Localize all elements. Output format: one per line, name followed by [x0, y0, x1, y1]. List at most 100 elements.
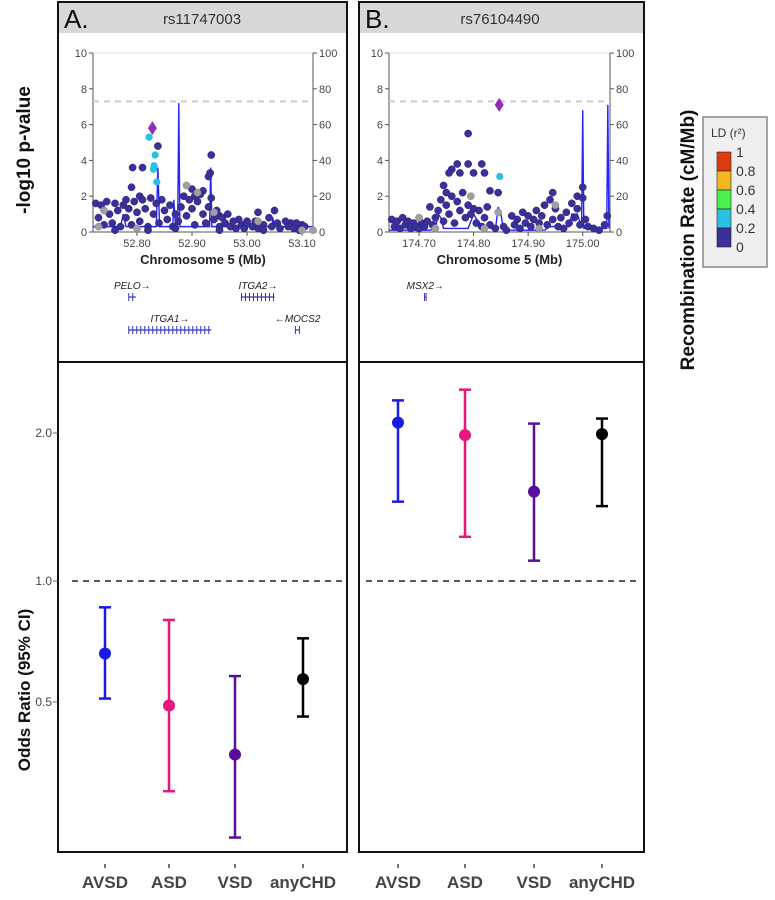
snp-point: [171, 210, 180, 218]
category-label: ASD: [151, 873, 187, 892]
snp-point: [472, 219, 481, 227]
snp-point: [431, 213, 440, 222]
y-axis-title-odds-ratio: Odds Ratio (95% CI): [15, 609, 34, 771]
locus-plot-a: 0 0 2 20 4 40 6 60 8 80 10 100 52.80 52.90 53.00 53.10 C…: [75, 48, 337, 334]
y-tick-label: 10: [75, 48, 87, 60]
x-axis-title: Chromosome 5 (Mb): [140, 252, 266, 267]
snp-point: [423, 217, 432, 226]
snp-point: [445, 169, 453, 177]
snp-point: [232, 224, 240, 233]
snp-point: [513, 215, 522, 224]
snp-point: [578, 194, 587, 202]
snp-point: [267, 222, 276, 231]
ld-legend-swatch: [716, 170, 732, 191]
snp-point: [603, 212, 612, 220]
lead-snp-diamond: [147, 121, 157, 136]
snp-point: [532, 206, 541, 215]
snp-point: [502, 226, 511, 235]
y-tick-label: 8: [81, 84, 87, 96]
y2-tick-label: 80: [319, 84, 331, 96]
odds-ratio-point-VSD: [229, 748, 241, 761]
ld-legend-tick: 0.2: [736, 220, 756, 236]
odds-ratio-point-ASD: [459, 429, 471, 442]
snp-point: [464, 201, 472, 209]
snp-point: [127, 183, 136, 192]
snp-point: [439, 217, 448, 226]
category-label: anyCHD: [270, 873, 336, 892]
snp-point: [130, 197, 139, 206]
snp-point: [204, 172, 213, 181]
snp-point: [464, 129, 472, 138]
snp-point: [546, 195, 554, 204]
snp-point: [557, 213, 565, 222]
snp-point: [138, 195, 147, 204]
snp-point: [480, 169, 489, 177]
y-tick-label: 4: [81, 155, 87, 167]
snp-point: [146, 194, 155, 202]
y-tick-label: 4: [377, 155, 383, 167]
snp-point: [398, 213, 407, 222]
snp-point: [567, 199, 576, 208]
y-tick-label: 0: [81, 227, 87, 239]
snp-point: [128, 163, 137, 172]
snp-point: [442, 201, 451, 209]
snp-point: [157, 195, 166, 204]
snp-point: [135, 217, 144, 226]
snp-point-no-ld: [551, 201, 560, 209]
panel-a-frame: [57, 1, 348, 853]
snp-point: [188, 204, 196, 213]
ld-legend-tick: 0.4: [736, 201, 756, 217]
snp-point: [179, 192, 188, 201]
locus-plot-b: 0 0 2 20 4 40 6 60 8 80 10 100 174.70 174.80 174.90 175…: [371, 48, 634, 301]
snp-point: [491, 224, 500, 233]
snp-point: [223, 210, 232, 218]
panel-a-title: rs11747003: [163, 11, 241, 28]
odds-ratio-plot-b: AVSD ASD VSD anyCHD: [366, 388, 640, 892]
snp-point-ld-0.2: [149, 165, 158, 173]
panel-b-title: rs76104490: [460, 11, 539, 28]
gene-label: PELO→: [114, 281, 151, 292]
y2-tick-label: 40: [616, 155, 628, 167]
gene-label: MSX2→: [407, 281, 444, 292]
snp-point: [144, 226, 152, 235]
snp-point: [113, 206, 122, 215]
snp-point: [171, 224, 180, 233]
snp-point: [483, 203, 492, 211]
y2-tick-label: 0: [319, 227, 325, 239]
odds-ratio-point-ASD: [163, 699, 175, 712]
y-tick-label: 6: [377, 120, 383, 132]
snp-point: [480, 213, 489, 222]
snp-point: [529, 215, 538, 224]
x-tick-label: 174.70: [402, 238, 436, 250]
y2-tick-label: 60: [616, 120, 628, 132]
snp-point: [494, 188, 502, 197]
snp-point-no-ld: [535, 224, 543, 233]
snp-point: [166, 201, 174, 209]
snp-point: [201, 219, 210, 227]
snp-point: [439, 181, 448, 190]
snp-point: [188, 185, 196, 193]
snp-point: [270, 206, 279, 215]
snp-point: [190, 220, 199, 229]
odds-ratio-point-anyCHD: [297, 673, 309, 686]
snp-point: [111, 226, 119, 235]
snp-point: [111, 199, 119, 208]
snp-point: [469, 169, 478, 177]
snp-point: [204, 203, 213, 211]
snp-point-no-ld: [415, 213, 423, 222]
snp-point: [548, 215, 557, 224]
snp-point: [581, 215, 590, 224]
snp-point: [160, 206, 169, 215]
ld-legend-swatch: [716, 151, 732, 172]
snp-point: [210, 215, 218, 224]
snp-point-no-ld: [100, 206, 108, 215]
y-tick-label: 10: [371, 48, 383, 60]
snp-point: [600, 220, 609, 229]
category-label: AVSD: [375, 873, 421, 892]
snp-point-ld-0.2: [145, 133, 153, 141]
y-tick-label: 1.0: [35, 574, 52, 588]
snp-point: [518, 208, 527, 217]
gene-label: ITGA2→: [239, 281, 278, 292]
y-tick-label: 2: [377, 191, 383, 203]
snp-point-no-ld: [298, 226, 306, 235]
